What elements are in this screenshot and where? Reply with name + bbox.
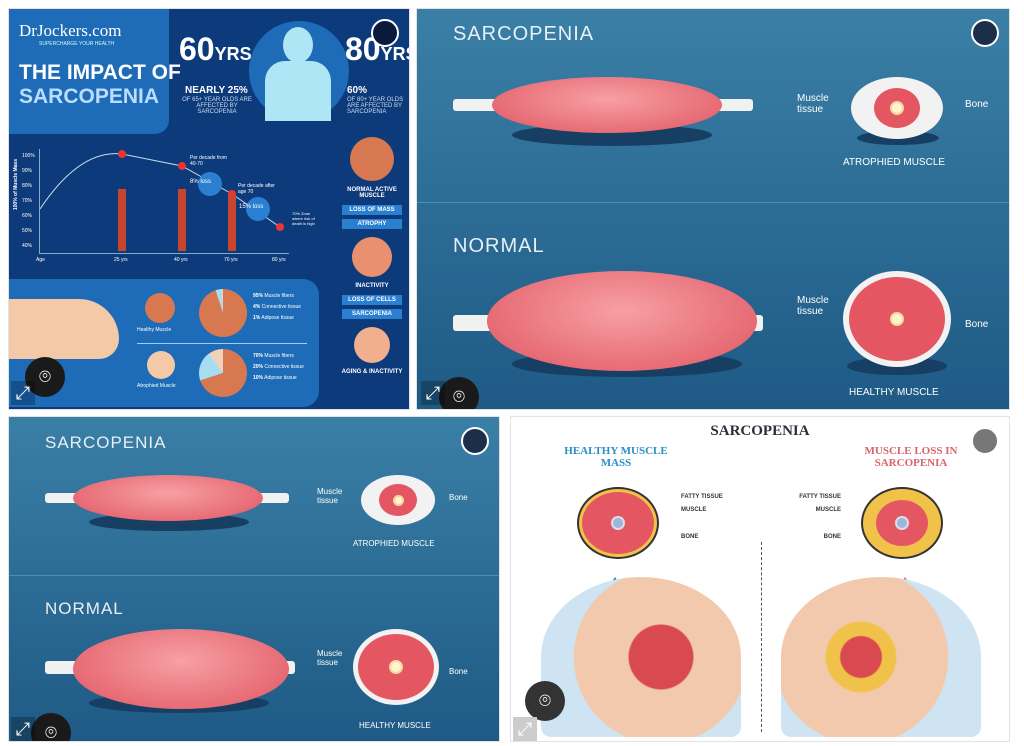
expand-icon[interactable]: ⤢ <box>421 381 445 405</box>
stat-80-desc: OF 80+ YEAR OLDS ARE AFFECTED BY SARCOPE… <box>347 97 404 115</box>
atrophied-label: Atrophied Muscle <box>137 383 176 389</box>
y-axis-label: 100% of Muscle Mass <box>13 159 19 211</box>
muscle-mass-chart: 8% loss 15% loss Per decade from 40-70 P… <box>22 149 315 263</box>
atrophied-caption: ATROPHIED MUSCLE <box>353 539 435 548</box>
loss-title: MUSCLE LOSS IN SARCOPENIA <box>864 445 958 469</box>
result-image-1[interactable]: DrJockers.com SUPERCHARGE YOUR HEALTH TH… <box>8 8 410 410</box>
stat-60-desc: OF 65+ YEAR OLDS ARE AFFECTED BY SARCOPE… <box>182 97 252 115</box>
atrophied-caption: ATROPHIED MUSCLE <box>843 157 946 168</box>
atrophied-pie <box>199 349 247 397</box>
expand-icon[interactable]: ⤢ <box>513 717 537 741</box>
select-checkbox[interactable] <box>971 19 999 47</box>
healthy-cross-section <box>843 271 951 367</box>
healthy-legend: 95% Muscle fibers 4% Connective tissue 1% … <box>253 293 302 321</box>
bone-label: Bone <box>965 99 989 110</box>
loss-arm-illustration <box>781 577 981 737</box>
point-80 <box>276 223 284 231</box>
note-1: Per decade from 40-70 <box>190 155 227 167</box>
select-checkbox[interactable] <box>461 427 489 455</box>
select-checkbox[interactable] <box>371 19 399 47</box>
atrophied-cross-section <box>851 77 943 139</box>
title: THE IMPACT OF SARCOPENIA <box>19 61 181 108</box>
point-25 <box>118 150 126 158</box>
x-tick: 80 yrs <box>272 257 286 263</box>
note-2: Per decade after age 70 <box>238 183 275 195</box>
normal-heading: NORMAL <box>45 599 124 618</box>
person-icon <box>265 61 331 121</box>
bone-label: Bone <box>965 319 989 330</box>
zone-note: 70% Zone where risk of death is high <box>292 211 315 226</box>
result-image-2[interactable]: SARCOPENIA Muscle tissue Bone ATROPHIED … <box>416 8 1010 410</box>
healthy-caption: HEALTHY MUSCLE <box>849 387 939 398</box>
normal-muscle-image <box>73 629 289 709</box>
healthy-cross-section <box>577 487 659 559</box>
atrophied-muscle-image <box>73 475 263 521</box>
bone-label: Bone <box>449 493 468 502</box>
result-image-4[interactable]: SARCOPENIA HEALTHY MUSCLE MASS MUSCLE LO… <box>510 416 1010 742</box>
lens-icon[interactable]: ⌾ <box>25 357 65 397</box>
lens-icon[interactable]: ⌾ <box>525 681 565 721</box>
tissue-label: Muscle tissue <box>317 487 343 505</box>
atrophied-cross-section <box>361 475 435 525</box>
healthy-label: Healthy Muscle <box>137 327 172 333</box>
lens-icon[interactable]: ⌾ <box>31 713 71 741</box>
atrophied-muscle-image <box>492 77 722 133</box>
lens-icon[interactable]: ⌾ <box>439 377 479 409</box>
loss-15: 15% loss <box>239 204 264 210</box>
expand-icon[interactable]: ⤢ <box>11 381 35 405</box>
bone-label: Bone <box>449 667 468 676</box>
select-checkbox[interactable] <box>971 427 999 455</box>
y-ticks: 100% 90% 80% 70% 60% 50% 40% <box>22 153 35 249</box>
brand-logo: DrJockers.com <box>19 21 122 40</box>
result-image-3[interactable]: SARCOPENIA Muscle tissue Bone ATROPHIED … <box>8 416 500 742</box>
stat-60: 60YRS <box>179 31 252 67</box>
healthy-title: HEALTHY MUSCLE MASS <box>564 445 668 469</box>
tissue-label: Muscle tissue <box>797 295 829 317</box>
stat-80-pct: 60% <box>347 85 368 96</box>
stages-column: NORMAL ACTIVE MUSCLE LOSS OF MASS ATROPH… <box>334 137 409 375</box>
sarcopenia-heading: SARCOPENIA <box>453 23 595 45</box>
tissue-label: Muscle tissue <box>797 93 829 115</box>
sarcopenia-heading: SARCOPENIA <box>45 433 167 452</box>
loss-labels: FATTY TISSUE MUSCLE BONE <box>799 494 841 540</box>
tagline: SUPERCHARGE YOUR HEALTH <box>39 41 115 47</box>
healthy-arm-illustration <box>541 577 741 737</box>
x-tick: 70 yrs <box>224 257 238 263</box>
diagram-title: SARCOPENIA <box>710 423 810 439</box>
point-40 <box>178 162 186 170</box>
x-tick: 40 yrs <box>174 257 188 263</box>
atrophied-legend: 70% Muscle fibers 20% Connective tissue 10… <box>253 353 304 381</box>
normal-heading: NORMAL <box>453 235 545 257</box>
loss-cross-section <box>861 487 943 559</box>
healthy-cross-section <box>353 629 439 705</box>
arm-illustration <box>9 299 119 359</box>
x-label: Age <box>36 257 45 263</box>
normal-muscle-image <box>487 271 757 371</box>
x-tick: 25 yrs <box>114 257 128 263</box>
tissue-label: Muscle tissue <box>317 649 343 667</box>
silhouette-circle <box>249 21 349 121</box>
loss-8: 8% loss <box>190 179 212 185</box>
healthy-labels: FATTY TISSUE MUSCLE BONE <box>681 494 723 540</box>
title-panel <box>9 9 169 134</box>
expand-icon[interactable]: ⤢ <box>11 717 35 741</box>
healthy-pie <box>199 289 247 337</box>
healthy-caption: HEALTHY MUSCLE <box>359 721 431 730</box>
stat-60-pct: NEARLY 25% <box>185 85 248 96</box>
